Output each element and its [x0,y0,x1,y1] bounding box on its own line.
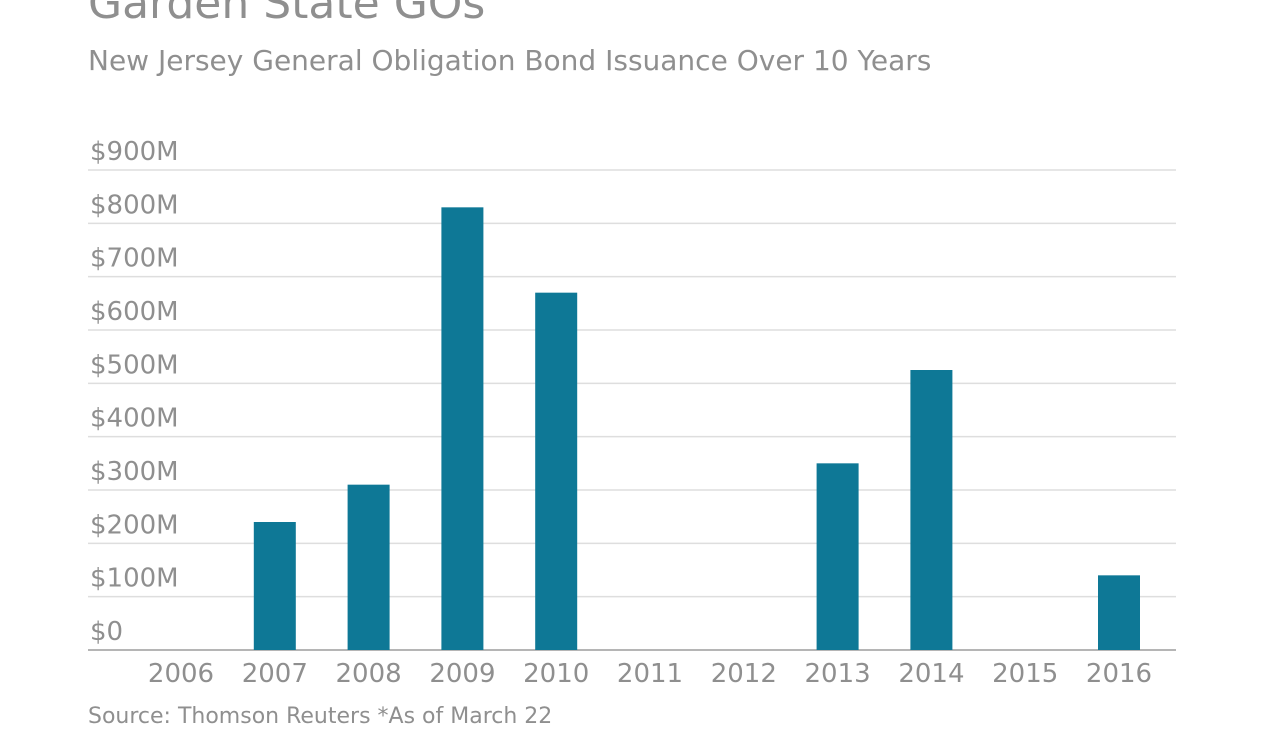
x-tick-label: 2016 [1086,659,1152,689]
bar-2010 [535,292,578,650]
chart-subtitle: New Jersey General Obligation Bond Issua… [88,44,932,77]
x-tick-label: 2007 [242,659,308,689]
y-tick-label: $200M [90,510,179,540]
y-tick-label: $600M [90,297,179,327]
y-axis-labels: $0 $100M $200M $300M $400M $500M $600M $700M $80… [90,137,179,647]
x-tick-label: 2006 [148,659,214,689]
bar-2016 [1098,575,1140,650]
x-tick-label: 2008 [336,659,402,689]
x-tick-label: 2014 [898,659,964,689]
bar-2013 [816,463,859,650]
x-tick-label: 2012 [711,659,777,689]
x-tick-label: 2013 [805,659,871,689]
y-tick-label: $500M [90,350,179,380]
y-tick-label: $900M [90,137,179,167]
y-tick-label: $400M [90,404,179,434]
bars [253,207,1140,651]
source-note: Source: Thomson Reuters *As of March 22 [88,704,553,729]
x-tick-label: 2015 [992,659,1058,689]
x-axis-labels: 2006 2007 2008 2009 2010 2011 2012 2013 2014 2015… [148,659,1152,689]
y-tick-label: $0 [90,617,123,647]
y-tick-label: $300M [90,457,179,487]
x-tick-label: 2009 [429,659,495,689]
bar-2014 [910,370,953,650]
x-tick-label: 2011 [617,659,683,689]
y-tick-label: $800M [90,190,179,220]
x-tick-label: 2010 [523,659,589,689]
chart-title: Garden State GOs [88,0,486,29]
bar-2008 [347,484,390,650]
y-tick-label: $100M [90,564,179,594]
bar-2009 [441,207,484,651]
y-tick-label: $700M [90,244,179,274]
bar-2007 [253,522,296,650]
gridlines [88,169,1176,651]
